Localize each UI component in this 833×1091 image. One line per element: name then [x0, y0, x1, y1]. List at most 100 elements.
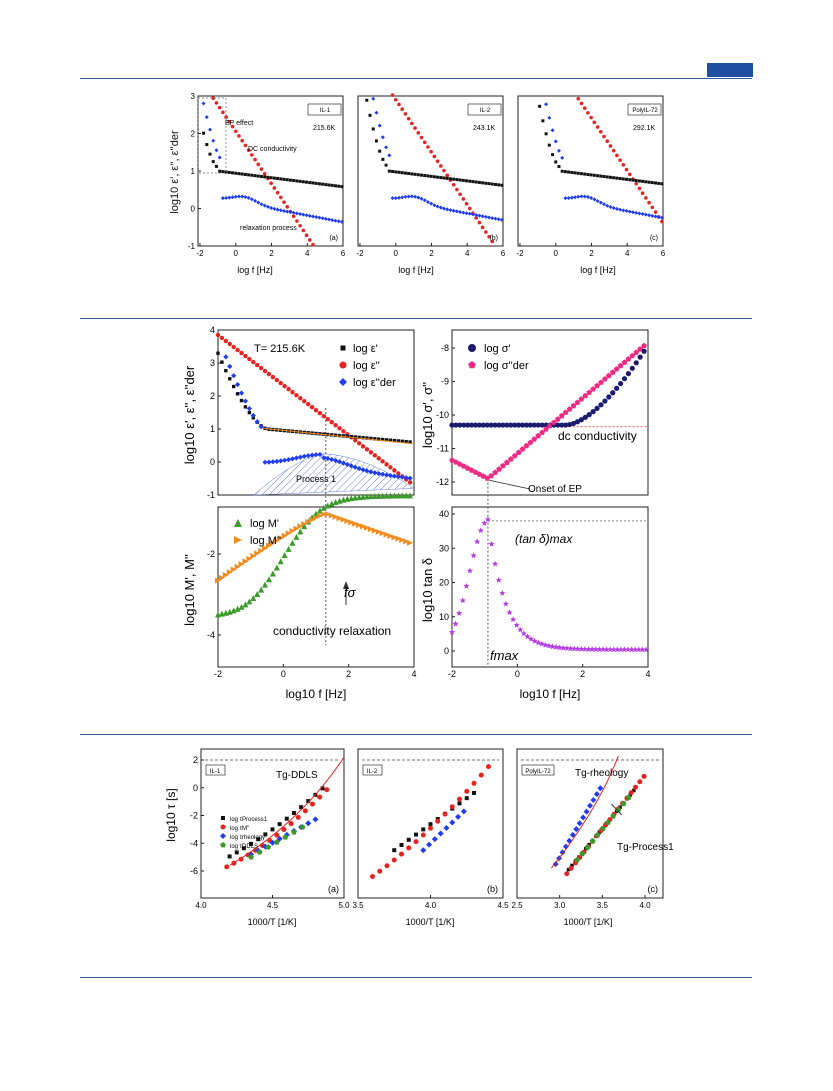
- marker-triangle: [289, 539, 296, 546]
- marker-star: [481, 520, 488, 526]
- marker-square: [327, 183, 331, 187]
- marker-star: [617, 646, 624, 653]
- x-tick-label: 0: [394, 249, 399, 258]
- marker-star: [560, 644, 567, 651]
- marker-star: [520, 630, 527, 637]
- note-dc-conductivity: DC conductivity: [248, 146, 297, 153]
- marker-diamond: [236, 194, 241, 199]
- marker-diamond: [298, 212, 303, 217]
- marker-star: [538, 640, 545, 647]
- marker-triangle: [230, 566, 237, 573]
- marker-square: [221, 170, 225, 174]
- marker-pentagon: [598, 379, 604, 385]
- x-tick-label: 4: [625, 249, 630, 258]
- marker-circle: [496, 422, 502, 428]
- xlabel-left: log10 f [Hz]: [286, 687, 347, 701]
- marker-circle: [568, 865, 574, 871]
- marker-square: [208, 152, 212, 156]
- tan-max-label: (tan δ)max: [515, 532, 573, 546]
- marker-square: [602, 175, 606, 179]
- marker-triangle: [262, 545, 269, 552]
- row1-xlabel-2: log f [Hz]: [398, 265, 434, 275]
- marker-star: [542, 641, 549, 648]
- marker-pentagon: [620, 800, 627, 807]
- marker-square: [403, 171, 407, 175]
- marker-square: [538, 104, 542, 108]
- marker-diamond: [552, 861, 559, 868]
- x-tick-label: 4.0: [195, 901, 207, 910]
- vft-fit: [550, 755, 619, 869]
- marker-diamond: [490, 216, 495, 221]
- marker-circle: [426, 145, 430, 149]
- marker-star: [571, 645, 578, 652]
- panel-letter: (a): [329, 235, 338, 242]
- marker-diamond: [258, 424, 264, 430]
- marker-square: [205, 143, 209, 147]
- marker-circle: [486, 764, 491, 770]
- ep-box: [197, 97, 227, 174]
- marker-diamond: [403, 475, 409, 481]
- marker-diamond: [313, 452, 319, 458]
- marker-diamond: [249, 197, 254, 202]
- row3-ylabel: log10 τ [s]: [164, 788, 178, 841]
- x-tick-label: 4: [465, 249, 470, 258]
- marker-diamond: [569, 195, 574, 200]
- legend-eps-2: log ε'': [353, 360, 380, 372]
- marker-square: [618, 177, 622, 181]
- marker-triangle: [360, 523, 367, 530]
- marker-circle: [247, 356, 252, 362]
- marker-diamond: [396, 195, 401, 200]
- marker-star: [599, 646, 606, 653]
- row1-panel-b: -2 0 2 4 6 IL-2 243.1K (b): [356, 93, 506, 258]
- marker-square: [384, 438, 389, 442]
- marker-circle: [595, 125, 600, 129]
- marker-diamond: [597, 785, 604, 792]
- x-tick-label: -2: [516, 249, 524, 258]
- marker-diamond: [376, 470, 382, 477]
- y-tick-label: 4: [210, 325, 215, 335]
- marker-circle: [457, 796, 462, 802]
- x-tick-label: -2: [448, 669, 456, 679]
- marker-circle: [641, 773, 647, 779]
- marker-circle: [233, 129, 238, 134]
- marker-pentagon: [605, 819, 611, 825]
- marker-circle: [364, 447, 370, 452]
- marker-diamond: [431, 836, 438, 843]
- marker-triangle: [316, 512, 323, 519]
- marker-circle: [311, 242, 315, 247]
- marker-circle: [255, 362, 260, 368]
- row3-xlabel-b: 1000/T [1/K]: [406, 917, 455, 927]
- x-tick-label: 3.5: [352, 901, 364, 910]
- row1-ylabel: log10 ε', ε'', ε''der: [169, 130, 181, 214]
- marker-circle: [266, 371, 272, 377]
- marker-star: [499, 590, 506, 596]
- marker-pentagon: [610, 813, 617, 819]
- marker-triangle: [234, 563, 241, 570]
- marker-circle: [465, 422, 471, 428]
- marker-circle: [429, 149, 433, 154]
- marker-circle: [262, 368, 268, 374]
- marker-diamond: [336, 219, 341, 224]
- marker-square: [340, 345, 346, 351]
- marker-circle: [637, 354, 643, 360]
- marker-pentagon: [584, 844, 591, 850]
- marker-square: [631, 178, 635, 182]
- panel-tag: PolyIL-72: [525, 769, 551, 775]
- marker-square: [436, 175, 440, 179]
- panel-tag-box: [362, 764, 383, 776]
- x-tick-label: 2: [346, 669, 351, 679]
- section-rule-2: [80, 734, 752, 735]
- marker-diamond: [416, 195, 421, 200]
- marker-pentagon: [488, 472, 495, 479]
- marker-star: [610, 646, 617, 653]
- marker-diamond: [583, 808, 590, 815]
- marker-triangle: [262, 581, 269, 588]
- marker-square: [410, 172, 414, 176]
- marker-diamond: [400, 195, 405, 200]
- marker-diamond: [659, 215, 664, 220]
- marker-circle: [516, 422, 522, 428]
- marker-square: [458, 178, 462, 182]
- marker-square: [239, 398, 244, 403]
- marker-circle: [570, 420, 577, 427]
